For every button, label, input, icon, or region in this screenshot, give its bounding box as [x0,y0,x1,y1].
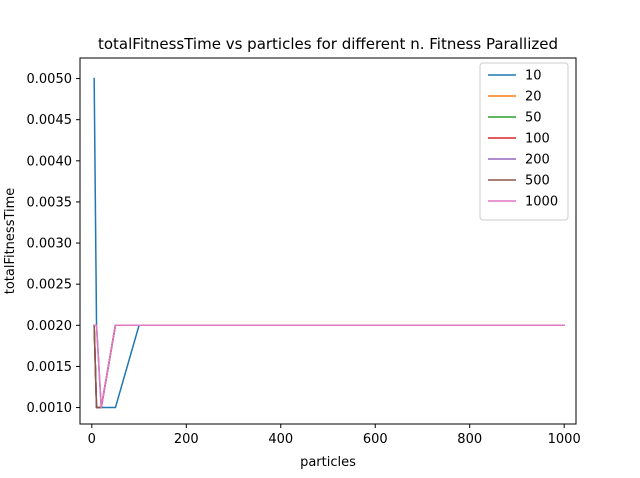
legend-label-50: 50 [525,111,542,126]
legend-label-20: 20 [525,90,542,105]
y-axis-ticks: 0.0010 0.0015 0.0020 0.0025 0.0030 0.0035 0.00… [27,72,80,416]
x-tick-label: 1000 [548,432,581,447]
x-axis-label: particles [300,455,356,470]
chart-title: totalFitnessTime vs particles for differ… [98,35,558,53]
y-axis-label: totalFitnessTime [3,188,18,295]
y-tick-label: 0.0040 [27,154,73,169]
legend-label-100: 100 [525,132,550,147]
y-tick-label: 0.0030 [27,237,73,252]
x-tick-label: 400 [268,432,293,447]
x-tick-label: 0 [88,432,96,447]
x-axis-ticks: 0 200 400 600 800 1000 [88,424,581,447]
legend-label-200: 200 [525,153,550,168]
x-tick-label: 800 [457,432,482,447]
y-tick-label: 0.0025 [27,278,73,293]
y-tick-label: 0.0045 [27,113,73,128]
y-tick-label: 0.0035 [27,195,73,210]
legend-label-500: 500 [525,174,550,189]
legend-label-1000: 1000 [525,195,558,210]
y-tick-label: 0.0015 [27,360,73,375]
series-line-1000 [93,324,565,409]
legend: 10 20 50 100 200 500 1000 [479,62,569,221]
y-tick-label: 0.0020 [27,319,73,334]
plot-series-group [93,77,565,409]
plot-area-frame [79,57,577,425]
y-tick-label: 0.0010 [27,401,73,416]
x-tick-label: 200 [174,432,199,447]
legend-label-10: 10 [525,69,542,84]
x-tick-label: 600 [363,432,388,447]
y-tick-label: 0.0050 [27,72,73,87]
